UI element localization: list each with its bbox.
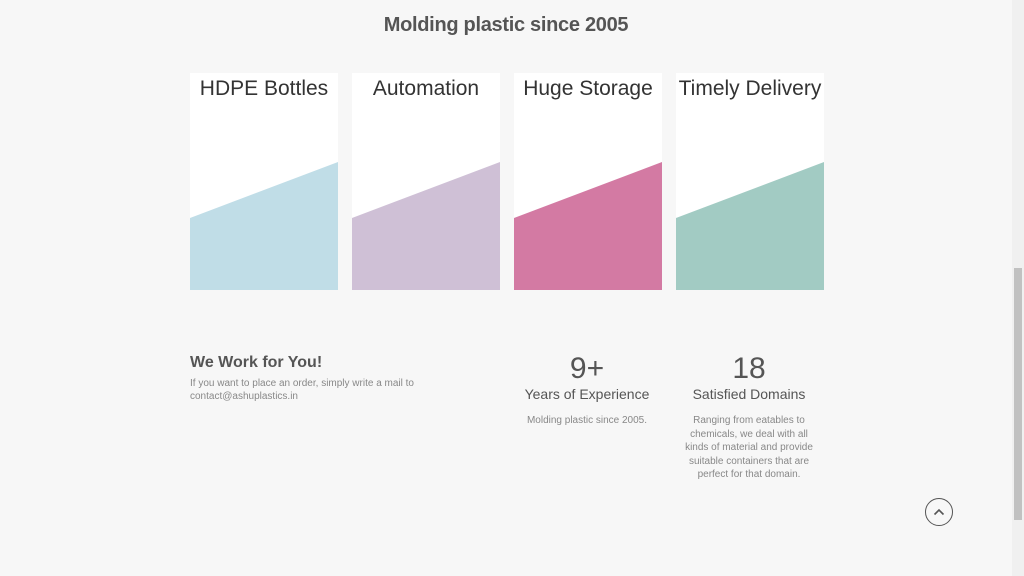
chevron-up-icon (933, 508, 945, 516)
card-title: HDPE Bottles (199, 77, 329, 100)
card-wedge-shape (514, 162, 662, 290)
card-title: Automation (372, 77, 480, 100)
card-title: Huge Storage (523, 77, 653, 100)
card-wedge-shape (190, 162, 338, 290)
stat-satisfied-domains: 18 Satisfied Domains Ranging from eatabl… (675, 352, 823, 482)
feature-card-hdpe-bottles[interactable]: HDPE Bottles (190, 73, 338, 290)
card-wedge-shape (352, 162, 500, 290)
stat-description: Ranging from eatables to chemicals, we d… (685, 415, 813, 480)
work-heading: We Work for You! (190, 354, 323, 371)
contact-email-link[interactable]: contact@ashuplastics.in (190, 391, 298, 402)
stat-label: Satisfied Domains (692, 386, 806, 402)
scrollbar-thumb[interactable] (1014, 268, 1022, 520)
scroll-to-top-button[interactable] (925, 498, 953, 526)
card-title: Timely Delivery (678, 77, 822, 100)
work-description: If you want to place an order, simply wr… (190, 378, 414, 389)
stat-description: Molding plastic since 2005. (526, 415, 648, 426)
feature-card-automation[interactable]: Automation (352, 73, 500, 290)
stat-number: 9+ (569, 352, 605, 385)
card-wedge-shape (676, 162, 824, 290)
stat-label: Years of Experience (524, 386, 650, 402)
page-scrollbar[interactable] (1012, 0, 1024, 576)
feature-card-huge-storage[interactable]: Huge Storage (514, 73, 662, 290)
stat-number: 18 (732, 352, 766, 385)
feature-card-timely-delivery[interactable]: Timely Delivery (676, 73, 824, 290)
stat-years-experience: 9+ Years of Experience Molding plastic s… (513, 352, 661, 428)
section-headline: Molding plastic since 2005 (383, 14, 629, 36)
